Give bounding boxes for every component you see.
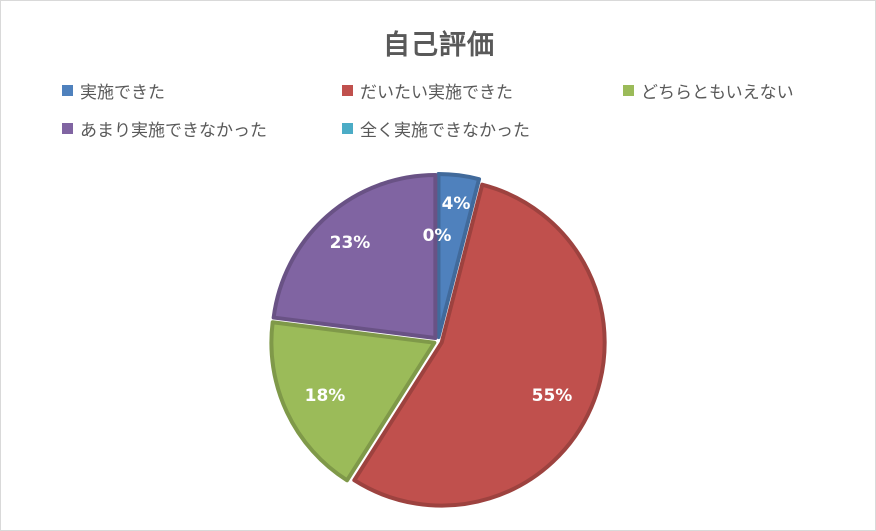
legend-label: 実施できた [80, 83, 165, 103]
pie-slice [352, 182, 607, 508]
slice-percent-label: 18% [305, 386, 346, 406]
legend-label: どちらともいえない [641, 83, 794, 103]
slice-percent-label: 23% [330, 233, 371, 253]
legend-item-amari-jisshi-dekinakatta: あまり実施できなかった [62, 116, 267, 141]
slice-percent-label: 55% [532, 386, 573, 406]
slice-percent-label: 4% [442, 194, 471, 214]
legend-swatch [623, 85, 634, 96]
legend-label: だいたい実施できた [360, 83, 513, 103]
legend-swatch [62, 123, 73, 134]
legend-swatch [62, 85, 73, 96]
pie-slice [436, 172, 482, 340]
pie-slice [269, 320, 437, 483]
legend-swatch [342, 123, 353, 134]
legend-label: 全く実施できなかった [360, 121, 530, 141]
legend-item-jisshi-dekita: 実施できた [62, 78, 165, 103]
chart-title: 自己評価 [383, 30, 495, 61]
slice-percent-label: 0% [423, 226, 452, 246]
pie-slice [271, 173, 438, 340]
legend-item-dochira-tomo-ienai: どちらともいえない [623, 78, 794, 103]
legend-swatch [342, 85, 353, 96]
legend-item-daitai-jisshi-dekita: だいたい実施できた [342, 78, 513, 103]
legend-label: あまり実施できなかった [80, 121, 267, 141]
legend-item-mattaku-jisshi-dekinakatta: 全く実施できなかった [342, 116, 530, 141]
